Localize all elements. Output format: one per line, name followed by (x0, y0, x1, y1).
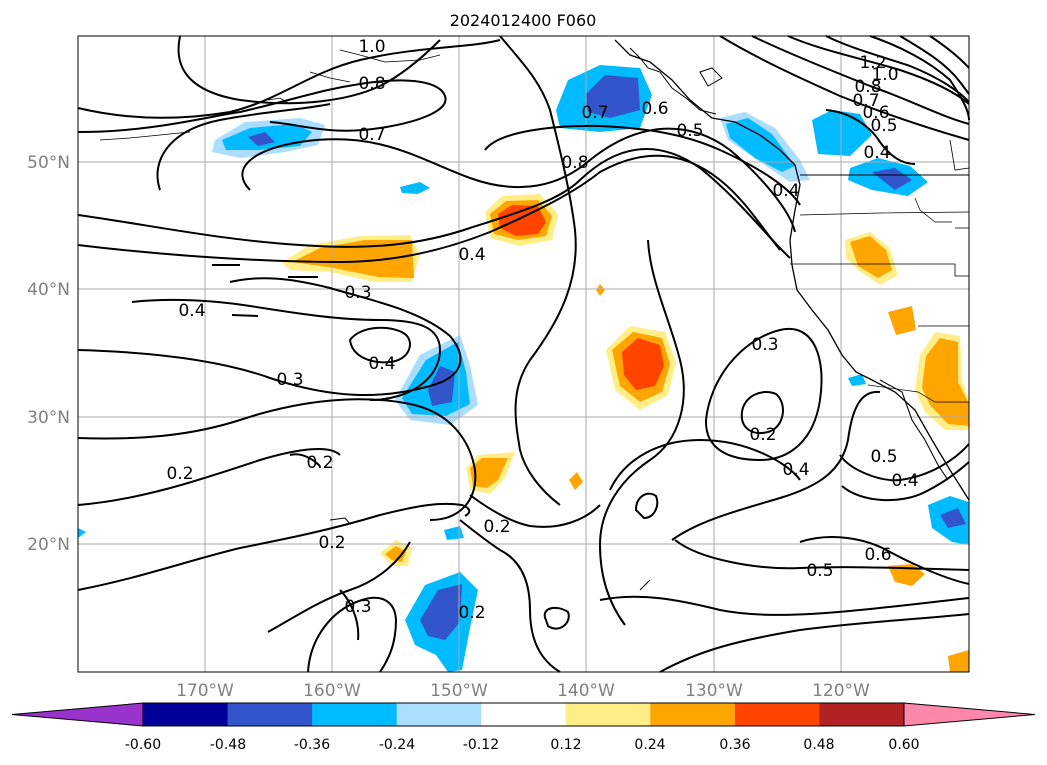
anomaly-area (400, 182, 430, 194)
colorbar-tick-label: 0.48 (803, 737, 834, 753)
anomaly-area (888, 306, 916, 335)
contour-label: 0.4 (772, 181, 799, 201)
lon-axis: 170°W 160°W 150°W 140°W 130°W 120°W (176, 681, 870, 701)
contour-lines (77, 35, 970, 673)
contour-label: 1.2 (859, 53, 886, 73)
contour-label: 0.4 (891, 471, 918, 491)
contour-label: 0.6 (864, 545, 891, 565)
anomaly-area (569, 472, 583, 490)
anomaly-area (922, 338, 969, 426)
anomaly-area (292, 240, 414, 278)
anomaly-area (940, 508, 966, 528)
contour-label: 0.6 (641, 99, 668, 119)
map-title: 2024012400 F060 (450, 11, 597, 30)
contour-label: 0.7 (852, 91, 879, 111)
contour-label: 0.8 (854, 77, 881, 97)
map-frame (77, 35, 970, 673)
anomaly-area (872, 168, 912, 190)
contour-label: 1.0 (358, 37, 385, 57)
colorbar-cell (650, 703, 736, 726)
colorbar-cell (734, 703, 820, 726)
anomaly-area (470, 458, 508, 488)
contour-label: 0.3 (751, 335, 778, 355)
shaded-anomalies (78, 65, 969, 672)
contour-label: 1.0 (871, 65, 898, 85)
anomaly-area (248, 132, 275, 146)
anomaly-area (888, 564, 925, 586)
contour-label: 0.5 (870, 116, 897, 136)
contour-label: 0.7 (358, 125, 385, 145)
contour-labels: 1.0 0.8 0.7 0.7 0.6 0.5 0.8 1.2 1.0 0.8 … (166, 37, 918, 623)
contour-label: 0.2 (483, 517, 510, 537)
contour-label: 0.7 (581, 103, 608, 123)
lat-label: 50°N (27, 153, 70, 173)
anomaly-area (812, 110, 872, 156)
lat-axis: 50°N 40°N 30°N 20°N (27, 153, 70, 555)
contour-label: 0.4 (458, 245, 485, 265)
contour-label: 0.4 (863, 143, 890, 163)
anomaly-area (585, 75, 640, 118)
colorbar-tick-label: 0.36 (719, 737, 750, 753)
lon-label: 130°W (685, 681, 743, 701)
contour-label: 0.8 (561, 153, 588, 173)
colorbar-tick-label: 0.24 (634, 737, 665, 753)
colorbar-tick-label: -0.60 (125, 737, 161, 753)
contour-label: 0.3 (344, 283, 371, 303)
anomaly-area (428, 366, 455, 406)
contour-label: 0.3 (344, 597, 371, 617)
contour-label: 0.4 (368, 354, 395, 374)
anomaly-area (596, 284, 605, 296)
colorbar: -0.60 -0.48 -0.36 -0.24 -0.12 0.12 0.24 … (11, 702, 1036, 753)
contour-label: 0.2 (306, 453, 333, 473)
lat-label: 20°N (27, 535, 70, 555)
colorbar-tick-label: 0.12 (550, 737, 581, 753)
lat-label: 30°N (27, 408, 70, 428)
anomaly-area (385, 546, 406, 562)
lon-label: 150°W (430, 681, 488, 701)
colorbar-tick-label: -0.48 (210, 737, 246, 753)
anomaly-area (420, 584, 462, 640)
colorbar-ticklabels: -0.60 -0.48 -0.36 -0.24 -0.12 0.12 0.24 … (125, 737, 920, 753)
anomaly-area (622, 338, 664, 390)
colorbar-cell (312, 703, 398, 726)
contour-label: 0.6 (862, 103, 889, 123)
colorbar-tick-label: -0.12 (463, 737, 499, 753)
contour-label: 0.2 (749, 425, 776, 445)
lat-label: 40°N (27, 280, 70, 300)
colorbar-cell (565, 703, 651, 726)
colorbar-tick-label: -0.36 (294, 737, 330, 753)
anomaly-area (498, 205, 546, 236)
colorbar-cell (227, 703, 313, 726)
contour-label: 0.5 (870, 447, 897, 467)
lon-label: 160°W (303, 681, 361, 701)
colorbar-frame (142, 702, 905, 727)
colorbar-cell (819, 703, 905, 726)
colorbar-cell (143, 703, 229, 726)
anomaly-area (848, 374, 866, 386)
colorbar-extend-low (11, 702, 144, 727)
anomaly-area (726, 118, 795, 172)
contour-label: 0.4 (178, 301, 205, 321)
contour-label: 0.3 (276, 370, 303, 390)
lon-label: 170°W (176, 681, 234, 701)
colorbar-cell (396, 703, 482, 726)
contour-label: 0.2 (318, 533, 345, 553)
colorbar-cell (481, 703, 567, 726)
contour-label: 0.2 (166, 464, 193, 484)
contour-label: 0.5 (806, 561, 833, 581)
anomaly-area (948, 650, 969, 672)
contour-label: 0.2 (458, 603, 485, 623)
anomaly-area (850, 236, 892, 278)
contour-label: 0.5 (676, 121, 703, 141)
colorbar-extend-high (903, 702, 1036, 727)
colorbar-tick-label: 0.60 (888, 737, 919, 753)
lon-label: 140°W (557, 681, 615, 701)
lon-label: 120°W (812, 681, 870, 701)
contour-label: 0.8 (358, 74, 385, 94)
anomaly-area (78, 528, 86, 538)
contour-label: 0.4 (782, 460, 809, 480)
colorbar-tick-label: -0.24 (379, 737, 415, 753)
